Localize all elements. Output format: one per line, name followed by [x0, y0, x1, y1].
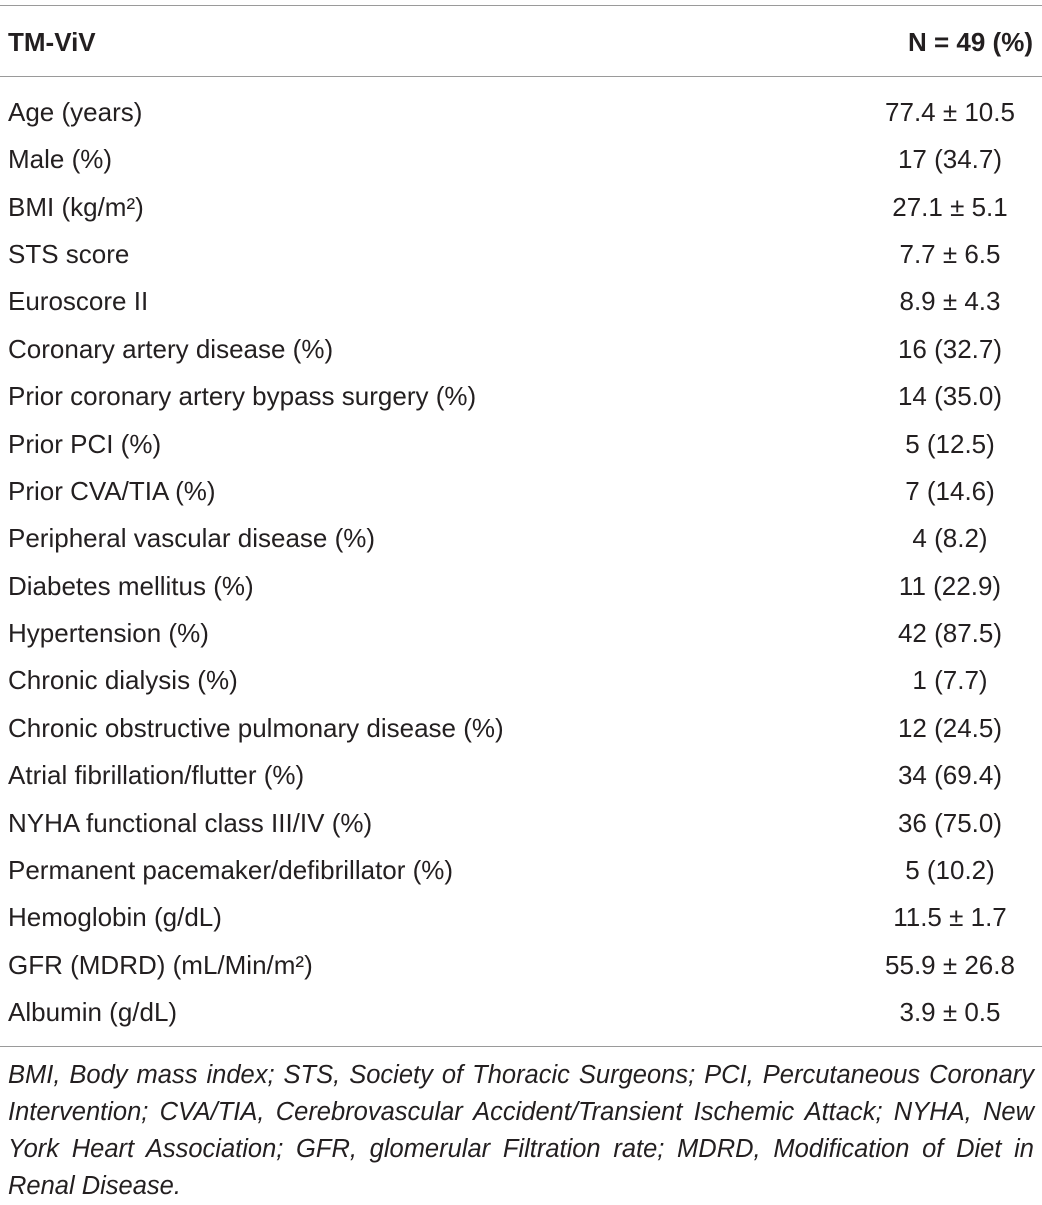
- header-cell: TM-ViV: [8, 27, 96, 57]
- row-value: 77.4 ± 10.5: [885, 97, 1015, 127]
- row-label: Chronic obstructive pulmonary disease (%…: [8, 712, 504, 743]
- bottom-rule: [0, 1046, 1042, 1047]
- row-value: 42 (87.5): [897, 618, 1003, 649]
- row-label: Coronary artery disease (%): [8, 333, 334, 364]
- row-label: Prior coronary artery bypass surgery (%): [8, 381, 477, 412]
- row-value: 7.7 ± 6.5: [899, 239, 1001, 270]
- row-value: 12 (24.5): [897, 712, 1003, 743]
- top-rule: [0, 5, 1042, 6]
- header-cell: N = 49 (%): [908, 27, 1033, 57]
- row-label: GFR (MDRD) (mL/Min/m²): [8, 949, 313, 980]
- row-label: Male (%): [8, 144, 113, 175]
- row-label: Hemoglobin (g/dL): [8, 902, 222, 933]
- row-value: 1 (7.7): [912, 665, 988, 696]
- row-value: 16 (32.7): [897, 333, 1003, 364]
- footnote: BMI, Body mass index; STS, Society of Th…: [8, 1061, 1034, 1200]
- row-label: Diabetes mellitus (%): [8, 570, 254, 601]
- row-value: 7 (14.6): [905, 475, 995, 506]
- row-label: Hypertension (%): [8, 618, 209, 649]
- row-label: Prior PCI (%): [8, 428, 162, 459]
- row-value: 17 (34.7): [897, 144, 1003, 175]
- row-value: 11 (22.9): [898, 570, 1002, 601]
- row-value: 36 (75.0): [897, 807, 1003, 838]
- row-value: 8.9 ± 4.3: [899, 286, 1001, 317]
- row-label: STS score: [8, 239, 130, 270]
- row-label: Chronic dialysis (%): [8, 665, 238, 696]
- row-label: BMI (kg/m²): [8, 191, 144, 222]
- row-label: Albumin (g/dL): [8, 997, 178, 1028]
- row-value: 55.9 ± 26.8: [885, 949, 1015, 980]
- row-label: Permanent pacemaker/defibrillator (%): [8, 854, 454, 885]
- row-value: 5 (12.5): [905, 428, 995, 459]
- row-value: 5 (10.2): [905, 854, 995, 885]
- row-label: Peripheral vascular disease (%): [8, 523, 376, 554]
- row-label: NYHA functional class III/IV (%): [8, 807, 373, 838]
- row-value: 34 (69.4): [897, 760, 1003, 791]
- row-label: Age (years): [8, 97, 143, 127]
- row-value: 11.5 ± 1.7: [893, 902, 1007, 933]
- header-rule: [0, 76, 1042, 77]
- row-value: 3.9 ± 0.5: [899, 997, 1001, 1028]
- row-value: 4 (8.2): [912, 523, 988, 554]
- row-label: Euroscore II: [8, 286, 149, 317]
- row-value: 27.1 ± 5.1: [892, 191, 1008, 222]
- row-label: Prior CVA/TIA (%): [8, 475, 216, 506]
- row-value: 14 (35.0): [897, 381, 1003, 412]
- row-label: Atrial fibrillation/flutter (%): [8, 760, 305, 791]
